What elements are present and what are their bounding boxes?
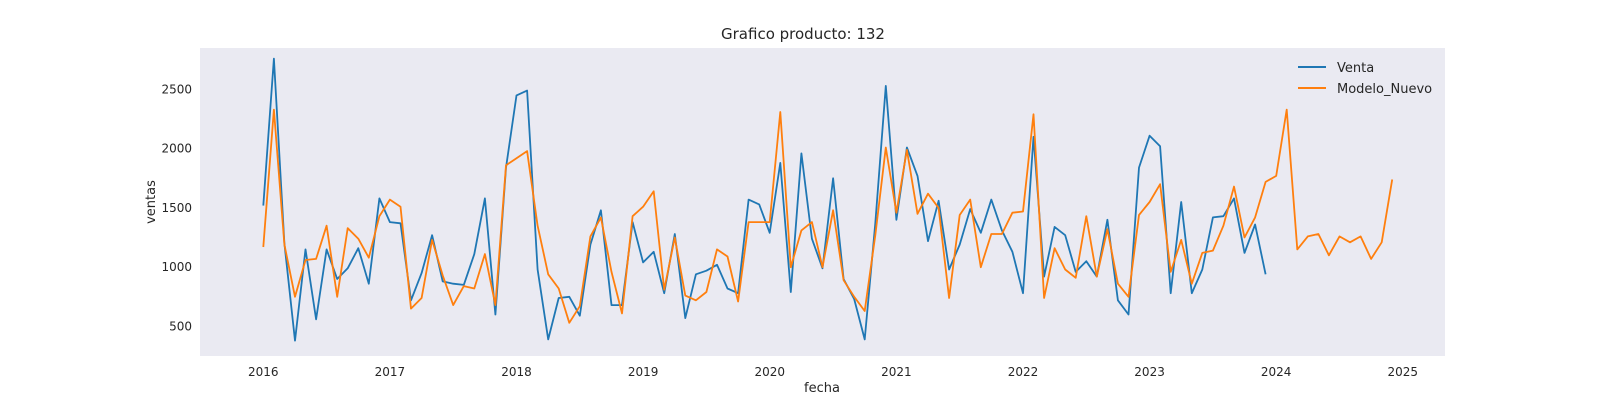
x-tick-label: 2018	[501, 365, 532, 379]
y-axis-label: ventas	[144, 180, 159, 224]
y-tick-label: 500	[169, 319, 192, 333]
chart-title: Grafico producto: 132	[721, 25, 885, 43]
y-tick-label: 2000	[161, 142, 192, 156]
x-tick-label: 2025	[1388, 365, 1419, 379]
legend-label: Venta	[1337, 61, 1374, 76]
series-line-modelo-nuevo	[262, 108, 1394, 324]
x-axis: 2016 2017 2018 2019 2020 2021 2022 2023 2024 2025	[248, 365, 1418, 379]
y-tick-label: 2500	[161, 82, 192, 96]
x-axis-label: fecha	[804, 381, 840, 396]
x-tick-label: 2016	[248, 365, 279, 379]
y-axis: 500 1000 1500 2000 2500	[161, 82, 192, 333]
x-tick-label: 2023	[1134, 365, 1165, 379]
legend: Venta Modelo_Nuevo	[1298, 61, 1432, 97]
plot-area	[200, 48, 1445, 356]
x-tick-label: 2020	[754, 365, 785, 379]
x-tick-label: 2021	[881, 365, 912, 379]
y-tick-label: 1000	[161, 260, 192, 274]
x-tick-label: 2022	[1008, 365, 1039, 379]
x-tick-label: 2019	[628, 365, 659, 379]
x-tick-label: 2017	[375, 365, 406, 379]
legend-label: Modelo_Nuevo	[1337, 82, 1432, 97]
x-tick-label: 2024	[1261, 365, 1292, 379]
series-lines	[262, 57, 1394, 342]
y-tick-label: 1500	[161, 201, 192, 215]
